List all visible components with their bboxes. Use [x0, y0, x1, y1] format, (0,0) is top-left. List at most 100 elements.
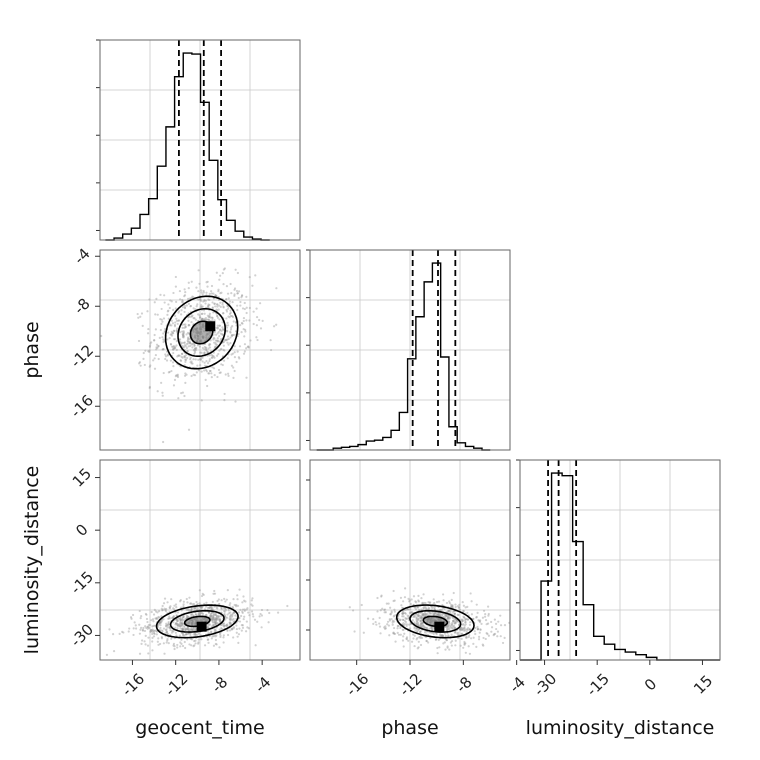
sample-point: [196, 364, 199, 367]
sample-point: [436, 613, 440, 616]
sample-point: [199, 358, 202, 361]
sample-point: [194, 358, 197, 361]
sample-point: [166, 624, 169, 627]
sample-point: [222, 268, 225, 271]
sample-point: [477, 638, 481, 641]
sample-point: [201, 356, 204, 359]
sample-point: [445, 625, 448, 628]
sample-point: [172, 630, 175, 633]
sample-point: [248, 276, 251, 279]
sample-point: [213, 621, 217, 624]
sample-point: [240, 614, 243, 618]
sample-point: [180, 621, 184, 625]
sample-point: [195, 600, 198, 604]
sample-point: [209, 369, 212, 373]
sample-point: [453, 612, 456, 615]
sample-point: [392, 599, 395, 603]
sample-point: [222, 305, 225, 308]
sample-point: [222, 359, 226, 362]
sample-point: [203, 351, 206, 354]
sample-point: [201, 612, 205, 615]
sample-point: [227, 374, 230, 377]
sample-point: [275, 287, 278, 290]
sample-point: [452, 620, 455, 623]
sample-point: [186, 628, 189, 631]
sample-point: [238, 616, 241, 620]
sample-point: [186, 615, 189, 618]
sample-point: [434, 611, 438, 614]
sample-point: [207, 304, 210, 308]
sample-point: [463, 627, 466, 630]
sample-point: [211, 306, 214, 309]
histogram-geocent-time: [96, 39, 301, 241]
sample-point: [194, 632, 197, 635]
sample-point: [179, 625, 182, 628]
sample-point: [199, 612, 202, 615]
sample-point: [182, 628, 185, 631]
sample-point: [153, 632, 156, 635]
sample-point: [138, 362, 141, 365]
sample-point: [181, 623, 184, 626]
sample-point: [212, 292, 215, 295]
sample-point: [192, 317, 195, 320]
sample-point: [199, 297, 202, 301]
sample-point: [189, 356, 192, 359]
sample-point: [475, 603, 478, 606]
sample-point: [232, 617, 235, 621]
sample-point: [162, 618, 165, 621]
sample-point: [414, 615, 417, 618]
sample-point: [242, 617, 245, 621]
sample-point: [170, 333, 173, 336]
sample-point: [461, 618, 464, 621]
sample-point: [242, 328, 245, 331]
sample-point: [415, 622, 419, 625]
sample-point: [212, 624, 215, 627]
sample-point: [477, 635, 481, 638]
sample-point: [226, 629, 229, 632]
sample-point: [190, 613, 193, 616]
sample-point: [212, 592, 215, 595]
sample-point: [141, 628, 144, 631]
sample-point: [231, 334, 234, 337]
sample-point: [441, 615, 444, 618]
sample-point: [222, 312, 225, 315]
sample-point: [167, 617, 171, 620]
sample-point: [515, 627, 517, 629]
sample-point: [187, 287, 190, 290]
sample-point: [203, 298, 206, 302]
sample-point: [220, 608, 223, 611]
sample-point: [232, 376, 235, 379]
sample-point: [174, 321, 177, 324]
sample-point: [226, 335, 230, 338]
sample-point: [211, 600, 214, 603]
sample-point: [214, 621, 217, 624]
sample-point: [230, 326, 233, 329]
sample-point: [420, 596, 423, 600]
sample-point: [403, 596, 407, 599]
sample-point: [224, 373, 227, 376]
sample-point: [426, 626, 429, 629]
sample-point: [220, 329, 223, 332]
sample-point: [393, 608, 396, 611]
sample-point: [203, 345, 206, 349]
sample-point: [236, 292, 239, 295]
sample-point: [147, 350, 150, 353]
sample-point: [481, 616, 485, 619]
sample-point: [197, 298, 200, 301]
sample-point: [218, 618, 221, 621]
sample-point: [444, 634, 447, 637]
x-tick-label: -12: [396, 670, 426, 700]
sample-point: [245, 347, 248, 350]
sample-point: [215, 616, 218, 619]
sample-point: [210, 625, 213, 628]
sample-point: [184, 358, 187, 361]
sample-point: [396, 624, 399, 628]
sample-point: [176, 619, 179, 622]
sample-point: [190, 315, 194, 318]
sample-point: [208, 314, 211, 317]
sample-point: [450, 598, 453, 601]
sample-point: [162, 317, 166, 320]
sample-point: [162, 332, 165, 335]
sample-point: [189, 633, 192, 637]
sample-point: [195, 346, 198, 350]
